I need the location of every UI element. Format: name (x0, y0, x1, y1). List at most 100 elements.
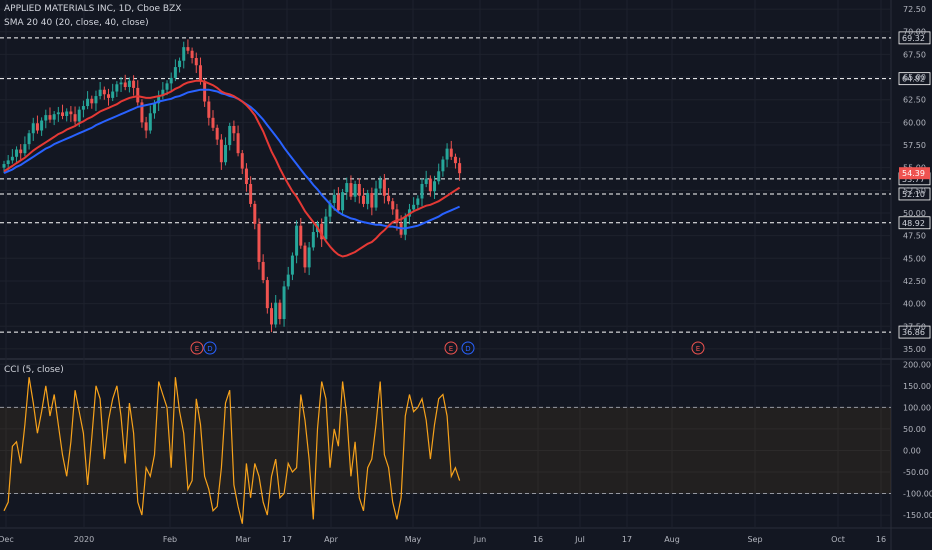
candle-body (44, 115, 48, 121)
candle-body (303, 245, 307, 268)
candle-body (374, 188, 378, 208)
cci-axis[interactable]: 200.00 150.00 100.00 50.00 0.00 -50.00 -100.00… (903, 360, 932, 520)
candle-body (424, 178, 428, 184)
price-tick-label: 60.00 (903, 118, 926, 127)
candle-body (152, 103, 156, 114)
sma-legend: SMA 20 40 (20, close, 40, close) (4, 18, 149, 28)
level-label: 36.86 (902, 328, 925, 337)
candle-body (353, 183, 357, 197)
candle-body (48, 115, 52, 120)
candle-body (10, 156, 14, 161)
candle-body (286, 274, 290, 287)
candle-body (299, 225, 303, 246)
candle-body (73, 114, 77, 122)
candle-body (40, 120, 44, 131)
time-tick-label: Oct (831, 535, 845, 544)
candle-body (295, 225, 299, 256)
price-tick-label: 62.50 (903, 96, 926, 105)
level-label-box (898, 325, 931, 339)
candle-body (119, 82, 123, 85)
price-tick-label: 65.00 (903, 73, 926, 82)
level-label-box (898, 216, 931, 230)
cci-tick-label: 200.00 (903, 360, 931, 369)
candle-body (311, 232, 315, 248)
price-tick-label: 50.00 (903, 209, 926, 218)
cci-band-fill (0, 407, 891, 494)
price-tick-label: 35.00 (903, 345, 926, 354)
candle-body (236, 133, 240, 154)
time-tick-label: Sep (747, 535, 762, 544)
price-tick-label: 37.50 (903, 322, 926, 331)
cci-band (0, 406, 891, 495)
candle-body (282, 286, 286, 320)
dividend-marker[interactable] (203, 341, 217, 355)
candle-body (102, 89, 106, 95)
time-tick-label: 2020 (74, 535, 94, 544)
candle-body (261, 261, 265, 281)
candle-body (420, 183, 424, 199)
candle-body (194, 58, 198, 66)
price-tick-label: 45.00 (903, 254, 926, 263)
candle-body (6, 160, 10, 165)
candle-body (249, 183, 253, 204)
time-tick-label: Jul (574, 535, 585, 544)
candle-body (182, 47, 186, 61)
price-tick-label: 47.50 (903, 232, 926, 241)
candle-body (107, 94, 110, 98)
price-axis[interactable]: 72.5070.0067.5065.0062.5060.0057.5055.00… (899, 5, 930, 354)
time-tick-label: Feb (163, 535, 177, 544)
cci-tick-label: 100.00 (903, 403, 931, 412)
horizontal-levels[interactable]: 69.32 64.82 53.77 52.10 48.92 36.86 (0, 31, 931, 339)
earnings-marker[interactable] (691, 341, 705, 355)
candle-body (173, 67, 177, 78)
event-marker-label: E (449, 345, 453, 353)
price-tick-label: 52.50 (903, 186, 926, 195)
candle-body (240, 153, 244, 169)
candle-body (140, 102, 144, 123)
event-marker-label: E (696, 345, 700, 353)
candle-body (366, 193, 370, 204)
candle-body (378, 179, 382, 189)
candle-body (219, 139, 223, 163)
time-axis[interactable]: Dec 2020 Feb Mar 17 Apr May Jun 16 Jul 17 Aug Sep Oct… (0, 535, 886, 544)
candle-body (253, 203, 257, 224)
candle-body (441, 159, 445, 172)
candle-body (265, 280, 269, 309)
time-tick-label: Aug (664, 535, 680, 544)
price-tick-label: 57.50 (903, 141, 926, 150)
price-tick-label: 70.00 (903, 28, 926, 37)
sma-lines (3, 79, 461, 258)
candle-body (157, 96, 161, 104)
cci-tick-label: 150.00 (903, 382, 931, 391)
last-price-box (899, 167, 930, 180)
earnings-marker[interactable] (190, 341, 204, 355)
candle-body (69, 111, 73, 115)
candle-body (370, 193, 374, 208)
candle-body (228, 125, 232, 146)
level-label-box (898, 187, 931, 201)
candle-body (341, 192, 345, 211)
candle-body (428, 178, 432, 192)
candle-body (15, 149, 19, 157)
candle-body (232, 125, 236, 134)
time-tick-label: Mar (235, 535, 251, 544)
candle-body (115, 84, 119, 92)
candle-body (123, 82, 127, 88)
candle-body (198, 65, 202, 82)
earnings-marker[interactable] (444, 341, 458, 355)
level-label: 48.92 (902, 219, 925, 228)
dividend-marker[interactable] (461, 341, 475, 355)
candle-body (290, 255, 294, 275)
time-tick-label: 17 (282, 535, 292, 544)
candle-body (437, 171, 441, 182)
candle-body (224, 145, 228, 163)
candle-body (345, 183, 349, 193)
candle-body (445, 148, 449, 160)
candle-body (361, 195, 365, 204)
time-tick-label: 16 (876, 535, 886, 544)
time-tick-label: 16 (533, 535, 543, 544)
level-label: 69.32 (902, 34, 925, 43)
candle-body (203, 81, 207, 102)
